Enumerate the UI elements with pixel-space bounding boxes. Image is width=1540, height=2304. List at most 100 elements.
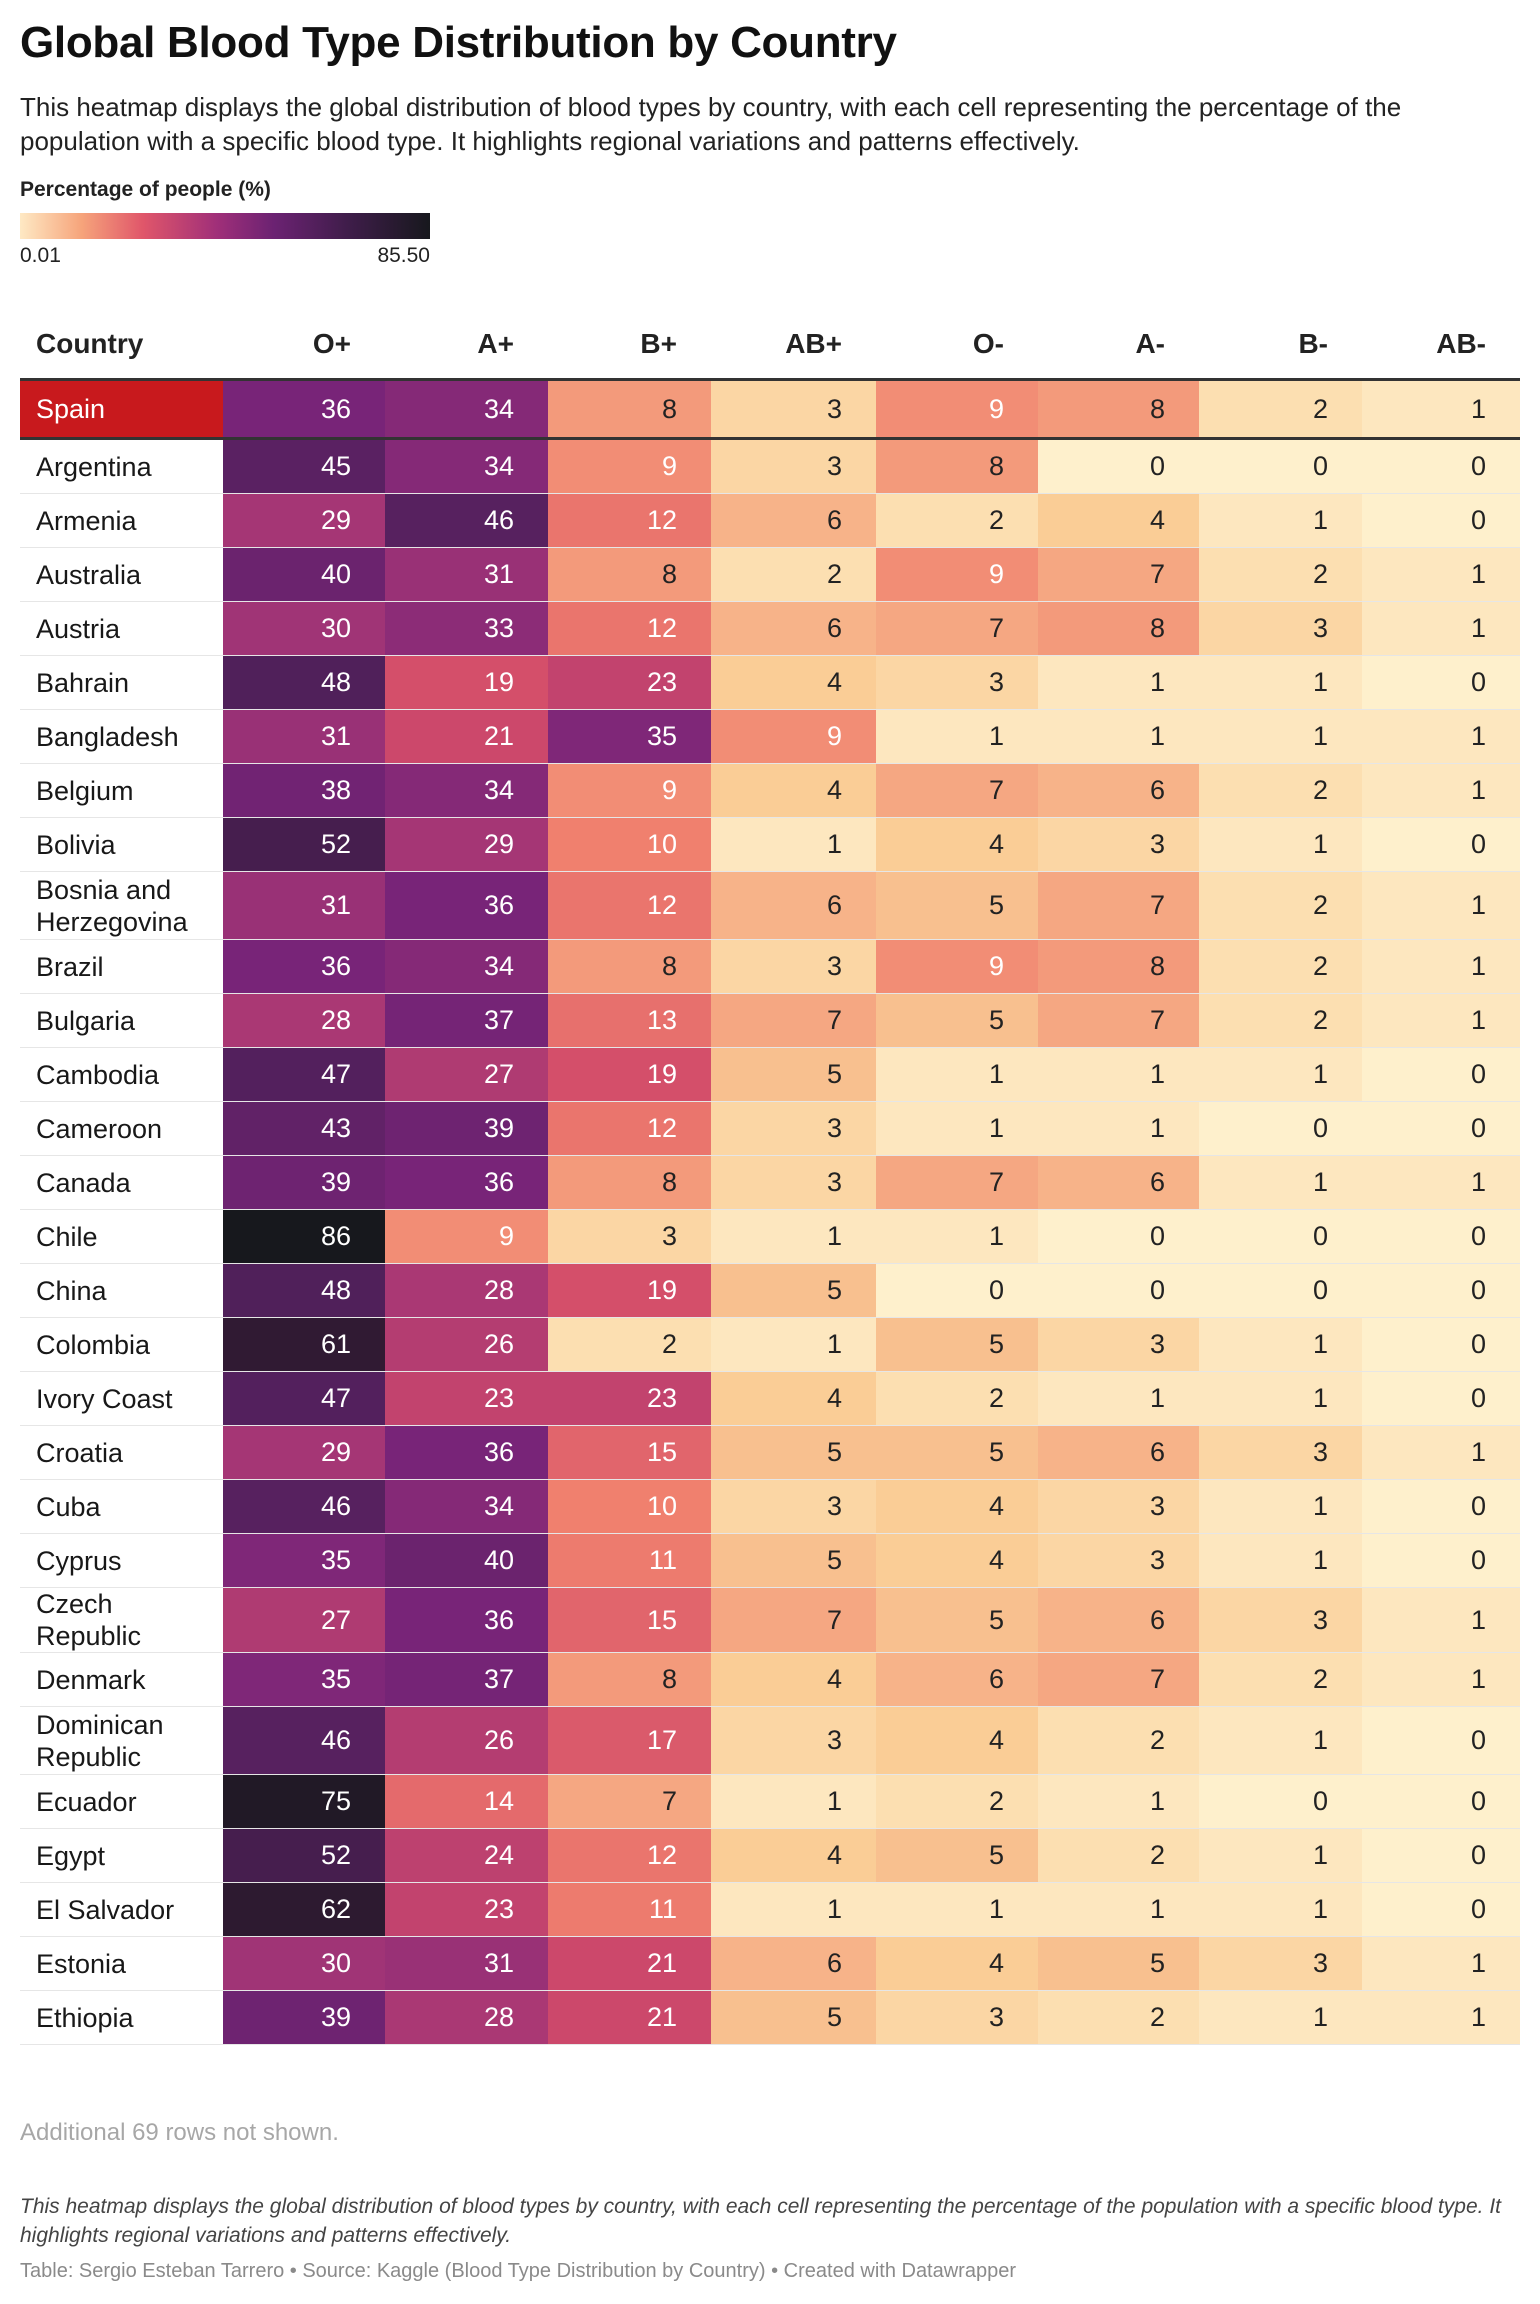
heatmap-cell: 3 [1038,1317,1199,1372]
heatmap-cell: 37 [385,1652,548,1707]
heatmap-cell: 8 [1038,939,1199,994]
country-cell: Bahrain [20,655,223,710]
heatmap-cell: 1 [1199,1882,1362,1937]
heatmap-cell: 0 [1362,1047,1520,1102]
table-row: Bahrain 48 19 23 4 3 1 1 0 [20,655,1520,710]
heatmap-cell: 43 [223,1101,385,1156]
heatmap-cell: 1 [876,1047,1038,1102]
heatmap-cell: 6 [876,1652,1038,1707]
heatmap-cell: 29 [385,817,548,872]
table-row: Brazil 36 34 8 3 9 8 2 1 [20,939,1520,994]
table-body: Spain 36 34 8 3 9 8 2 1 Argentina 45 34 9 3 8 0 0 0 Armeni… [20,379,1520,2045]
heatmap-cell: 36 [223,939,385,994]
highlighted-row: Spain 36 34 8 3 9 8 2 1 [20,379,1520,440]
heatmap-cell: 1 [711,1774,876,1829]
table-row: Australia 40 31 8 2 9 7 2 1 [20,547,1520,602]
heatmap-cell: 27 [223,1587,385,1653]
heatmap-cell: 1 [1199,1828,1362,1883]
table-row: Ethiopia 39 28 21 5 3 2 1 1 [20,1990,1520,2045]
heatmap-cell: 5 [876,1425,1038,1480]
column-header[interactable]: B+ [548,310,711,381]
heatmap-cell: 1 [1199,493,1362,548]
heatmap-cell: 15 [548,1425,711,1480]
heatmap-cell: 0 [1038,1263,1199,1318]
heatmap-cell: 1 [1199,1990,1362,2045]
column-header[interactable]: A- [1038,310,1199,381]
heatmap-cell: 1 [876,1209,1038,1264]
country-cell: Denmark [20,1652,223,1707]
heatmap-cell: 0 [1362,1774,1520,1829]
country-cell: Dominican Republic [20,1706,223,1775]
heatmap-cell: 28 [223,993,385,1048]
heatmap-cell: 8 [1038,379,1199,440]
heatmap-cell: 2 [1199,871,1362,940]
heatmap-cell: 1 [1038,1774,1199,1829]
table-row: Croatia 29 36 15 5 5 6 3 1 [20,1425,1520,1480]
heatmap-cell: 1 [1362,1990,1520,2045]
column-header[interactable]: A+ [385,310,548,381]
heatmap-cell: 2 [711,547,876,602]
heatmap-cell: 2 [1199,763,1362,818]
heatmap-cell: 4 [876,1936,1038,1991]
heatmap-cell: 47 [223,1047,385,1102]
heatmap-cell: 14 [385,1774,548,1829]
column-header[interactable]: AB+ [711,310,876,381]
heatmap-cell: 1 [1038,709,1199,764]
heatmap-cell: 4 [711,1371,876,1426]
heatmap-cell: 1 [1199,655,1362,710]
country-cell: Colombia [20,1317,223,1372]
heatmap-cell: 0 [1362,438,1520,494]
heatmap-cell: 19 [548,1263,711,1318]
heatmap-cell: 1 [711,1209,876,1264]
table-row: Cameroon 43 39 12 3 1 1 0 0 [20,1101,1520,1156]
heatmap-cell: 37 [385,993,548,1048]
heatmap-cell: 9 [548,763,711,818]
heatmap-cell: 3 [1038,1479,1199,1534]
country-cell: Belgium [20,763,223,818]
heatmap-cell: 3 [1038,817,1199,872]
heatmap-cell: 52 [223,1828,385,1883]
heatmap-cell: 36 [385,1425,548,1480]
heatmap-cell: 45 [223,438,385,494]
table-row: Bulgaria 28 37 13 7 5 7 2 1 [20,993,1520,1048]
legend-color-scale [20,213,430,239]
heatmap-cell: 2 [876,1774,1038,1829]
heatmap-cell: 8 [548,379,711,440]
heatmap-cell: 4 [711,1652,876,1707]
heatmap-cell: 3 [1038,1533,1199,1588]
heatmap-cell: 4 [1038,493,1199,548]
heatmap-cell: 3 [1199,1587,1362,1653]
heatmap-cell: 7 [711,1587,876,1653]
heatmap-cell: 0 [1362,1882,1520,1937]
heatmap-cell: 29 [223,493,385,548]
heatmap-cell: 5 [876,1587,1038,1653]
heatmap-cell: 1 [1199,1706,1362,1775]
country-cell: Estonia [20,1936,223,1991]
heatmap-cell: 0 [1362,1209,1520,1264]
heatmap-cell: 33 [385,601,548,656]
heatmap-cell: 6 [1038,1425,1199,1480]
column-header[interactable]: AB- [1362,310,1520,381]
column-header-country[interactable]: Country [20,310,223,381]
heatmap-cell: 3 [711,1155,876,1210]
heatmap-cell: 7 [1038,993,1199,1048]
heatmap-cell: 23 [385,1882,548,1937]
heatmap-cell: 1 [1038,655,1199,710]
heatmap-cell: 3 [548,1209,711,1264]
column-header[interactable]: B- [1199,310,1362,381]
heatmap-cell: 6 [1038,1587,1199,1653]
heatmap-cell: 31 [385,1936,548,1991]
heatmap-cell: 1 [1199,1479,1362,1534]
legend-min-label: 0.01 [20,244,61,267]
heatmap-cell: 7 [876,1155,1038,1210]
column-header[interactable]: O+ [223,310,385,381]
heatmap-cell: 3 [711,1706,876,1775]
heatmap-cell: 28 [385,1263,548,1318]
heatmap-cell: 2 [1038,1990,1199,2045]
heatmap-cell: 34 [385,1479,548,1534]
heatmap-cell: 2 [1038,1828,1199,1883]
heatmap-cell: 1 [1362,379,1520,440]
heatmap-cell: 23 [548,1371,711,1426]
column-header[interactable]: O- [876,310,1038,381]
table-row: Denmark 35 37 8 4 6 7 2 1 [20,1652,1520,1707]
